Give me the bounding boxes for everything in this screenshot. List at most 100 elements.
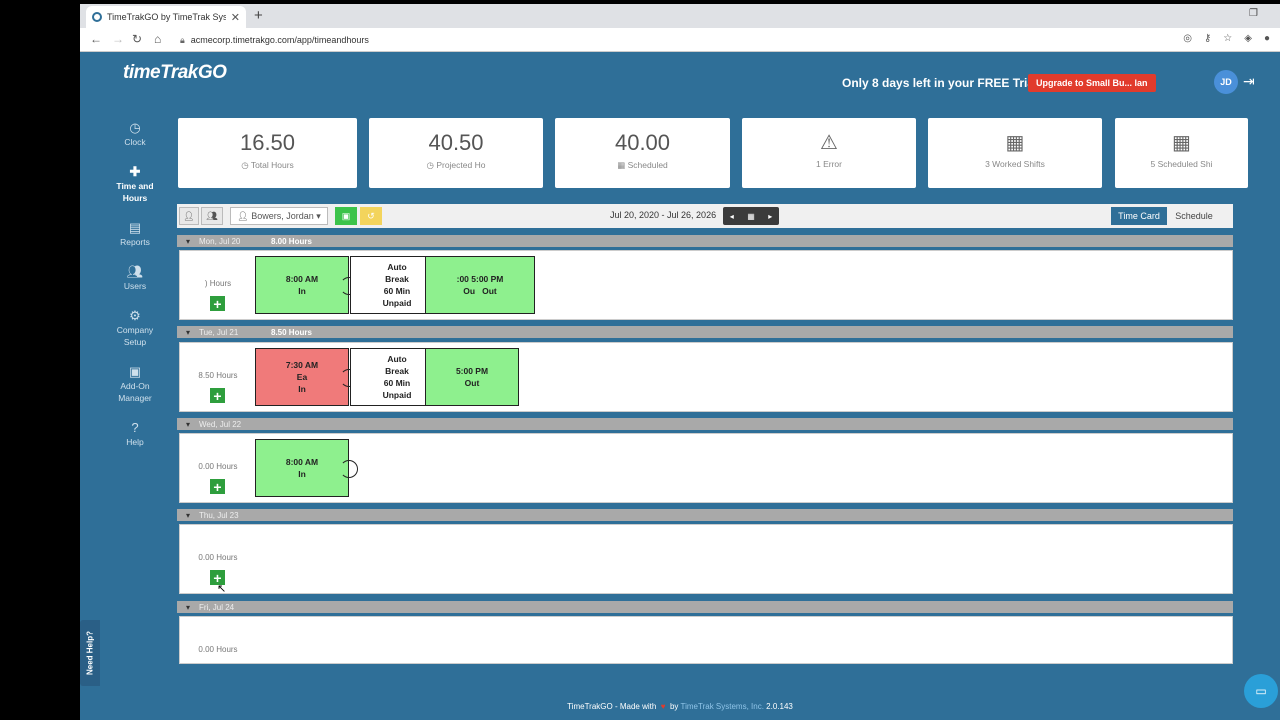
addon-icon: ▣ [128, 364, 142, 379]
company-link[interactable]: TimeTrak Systems, Inc. [680, 702, 764, 711]
tab-close-icon[interactable]: ✕ [230, 11, 240, 24]
home-icon[interactable]: ⌂ [154, 32, 162, 46]
extension-icon[interactable]: ◈ [1244, 33, 1252, 44]
calendar-icon: ▦ [1005, 132, 1025, 154]
browser-tab[interactable]: TimeTrakGO by TimeTrak Systems ✕ [86, 6, 246, 28]
total-hours-label: Total Hours [250, 160, 294, 170]
punch-in-early[interactable]: 7:30 AM Ea In [255, 348, 358, 406]
version: 2.0.143 [766, 702, 793, 711]
star-icon[interactable]: ☆ [1223, 33, 1233, 44]
day-body-tue: 8.50 Hours + 7:30 AM Ea In Auto Break 60… [179, 342, 1233, 412]
profile-icon[interactable]: ● [1263, 33, 1270, 44]
forward-icon[interactable]: → [112, 32, 124, 46]
scheduled-card[interactable]: 40.00 ▦ Scheduled [555, 118, 730, 188]
chevron-down-icon: ▾ [313, 210, 321, 221]
scheduled-shifts-card[interactable]: ▦ 5 Scheduled Shi [1115, 118, 1248, 188]
projected-hours-card[interactable]: 40.50 ◷ Projected Ho [369, 118, 543, 188]
upgrade-button[interactable]: Upgrade to Small Bu... lan [1028, 74, 1156, 92]
footer: TimeTrakGO - Made with ♥ by TimeTrak Sys… [80, 668, 1280, 720]
key-icon[interactable]: ⚷ [1203, 33, 1212, 44]
projected-hours-value: 40.50 [428, 130, 484, 155]
day-body-mon: ) Hours + 8:00 AM In Auto Break 60 Min U… [179, 250, 1233, 320]
collapse-icon[interactable]: ▾ [185, 602, 190, 612]
reload-icon[interactable]: ↻ [132, 32, 143, 46]
add-punch-button[interactable]: + [210, 570, 225, 585]
clock-icon: ◷ [426, 160, 437, 170]
mouse-cursor-icon: ↖ [217, 583, 227, 595]
employee-select[interactable]: 👤︎ Bowers, Jordan ▾ [230, 207, 328, 225]
window-restore-icon[interactable]: ❐ [1249, 8, 1258, 19]
browser-tabbar: TimeTrakGO by TimeTrak Systems ✕ + ❐ [80, 4, 1280, 28]
sidebar-item-time-and-hours[interactable]: ✚ Time and Hours [80, 165, 190, 204]
day-header-wed[interactable]: ▾ Wed, Jul 22 [177, 418, 1233, 430]
worked-shifts-card[interactable]: ▦ 3 Worked Shifts [928, 118, 1102, 188]
browser-actions: ◎ ⚷ ☆ ◈ ● [1183, 33, 1270, 44]
sidebar-item-label: Reports [120, 237, 150, 247]
sidebar-item-addon-manager[interactable]: ▣ Add-On Manager [80, 364, 190, 404]
errors-card[interactable]: ⚠ 1 Error [742, 118, 916, 188]
calendar-icon: ▦ [1172, 132, 1191, 154]
day-hours-label: 0.00 Hours [198, 645, 238, 654]
new-tab-icon[interactable]: + [254, 7, 263, 24]
sidebar-item-label: Company Setup [116, 325, 154, 347]
date-navigator: ◂ ▦ ▸ [723, 207, 779, 225]
tab-time-card[interactable]: Time Card [1111, 207, 1167, 225]
total-hours-value: 16.50 [239, 130, 296, 155]
day-date: Wed, Jul 22 [199, 419, 242, 429]
sidebar-item-label: Clock [124, 137, 146, 147]
sidebar-item-clock[interactable]: ◷ Clock [80, 120, 190, 148]
sidebar-item-help[interactable]: ? Help [80, 421, 190, 448]
sidebar-item-reports[interactable]: ▤ Reports [80, 221, 190, 248]
url-field[interactable]: 🔒︎ acmecorp.timetrakgo.com/app/timeandho… [180, 32, 369, 48]
day-hours: 8.50 Hours [271, 327, 312, 337]
day-header-mon[interactable]: ▾ Mon, Jul 20 8.00 Hours [177, 235, 1233, 247]
users-icon: 👥︎ [126, 264, 144, 279]
worked-shifts-label: 3 Worked Shifts [985, 159, 1045, 169]
employee-name: Bowers, Jordan [251, 211, 314, 221]
add-punch-button[interactable]: + [210, 479, 225, 494]
save-icon[interactable]: ▣ [335, 207, 357, 225]
day-header-tue[interactable]: ▾ Tue, Jul 21 8.50 Hours [177, 326, 1233, 338]
single-user-icon[interactable]: 👤︎ [179, 207, 199, 225]
tab-schedule[interactable]: Schedule [1175, 211, 1213, 221]
next-week-icon[interactable]: ▸ [768, 211, 773, 221]
multi-user-icon[interactable]: 👥︎ [201, 207, 223, 225]
collapse-icon[interactable]: ▾ [185, 236, 190, 246]
day-body-wed: 0.00 Hours + 8:00 AM In [179, 433, 1233, 503]
add-punch-button[interactable]: + [210, 388, 225, 403]
back-icon[interactable]: ← [90, 32, 102, 46]
add-punch-button[interactable]: + [210, 296, 225, 311]
tab-title: TimeTrakGO by TimeTrak Systems [107, 12, 226, 22]
clock-icon: ◷ [129, 120, 141, 135]
sidebar-item-users[interactable]: 👥︎ Users [80, 264, 190, 292]
total-hours-card[interactable]: 16.50 ◷ Total Hours [178, 118, 357, 188]
address-bar: ← → ↻ ⌂ 🔒︎ acmecorp.timetrakgo.com/app/t… [80, 28, 1280, 52]
favicon-icon [92, 12, 102, 22]
browser-window: TimeTrakGO by TimeTrak Systems ✕ + ❐ ← →… [80, 4, 1280, 720]
punch-in[interactable]: 8:00 AM In [255, 256, 358, 314]
day-date: Fri, Jul 24 [199, 602, 235, 612]
day-header-thu[interactable]: ▾ Thu, Jul 23 [177, 509, 1233, 521]
chat-icon[interactable]: ▭ [1244, 674, 1278, 708]
day-hours-label: ) Hours [204, 279, 232, 288]
undo-icon[interactable]: ↺ [360, 207, 382, 225]
collapse-icon[interactable]: ▾ [185, 327, 190, 337]
need-help-tab[interactable]: Need Help? [80, 620, 100, 686]
punch-out[interactable]: :00 5:00 PM Ou Out [425, 256, 535, 314]
avatar[interactable]: JD [1214, 70, 1238, 94]
punch-in[interactable]: 8:00 AM In [255, 439, 358, 497]
gear-icon: ⚙ [129, 308, 141, 323]
collapse-icon[interactable]: ▾ [185, 510, 190, 520]
day-header-fri[interactable]: ▾ Fri, Jul 24 [177, 601, 1233, 613]
location-icon[interactable]: ◎ [1183, 33, 1192, 44]
app-logo[interactable]: timeTrakGO [123, 62, 227, 83]
sidebar-item-company-setup[interactable]: ⚙ Company Setup [80, 308, 190, 348]
scheduled-value: 40.00 [614, 130, 671, 155]
logout-icon[interactable]: ⇥ [1243, 73, 1255, 89]
previous-week-icon[interactable]: ◂ [729, 211, 734, 221]
calendar-picker-icon[interactable]: ▦ [747, 211, 755, 221]
day-hours-label: 0.00 Hours [198, 553, 238, 562]
timecard-toolbar: 👤︎ 👥︎ 👤︎ Bowers, Jordan ▾ ▣ ↺ Jul 20, 20… [177, 204, 1233, 228]
collapse-icon[interactable]: ▾ [185, 419, 190, 429]
punch-out[interactable]: 5:00 PM Out [425, 348, 519, 406]
